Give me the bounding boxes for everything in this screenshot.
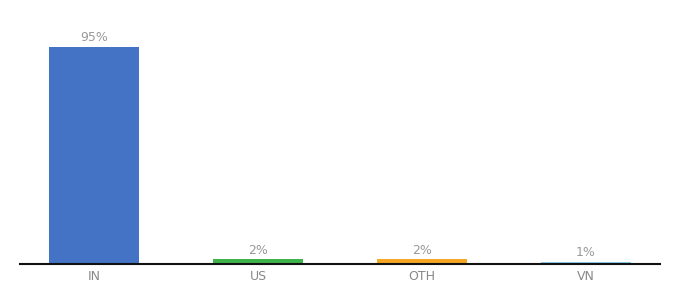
- Bar: [541, 262, 630, 264]
- Text: 1%: 1%: [575, 246, 596, 259]
- Text: 2%: 2%: [248, 244, 268, 257]
- Bar: [50, 47, 139, 264]
- Text: 2%: 2%: [412, 244, 432, 257]
- Text: 95%: 95%: [80, 31, 108, 44]
- Bar: [377, 260, 467, 264]
- Bar: [213, 260, 303, 264]
